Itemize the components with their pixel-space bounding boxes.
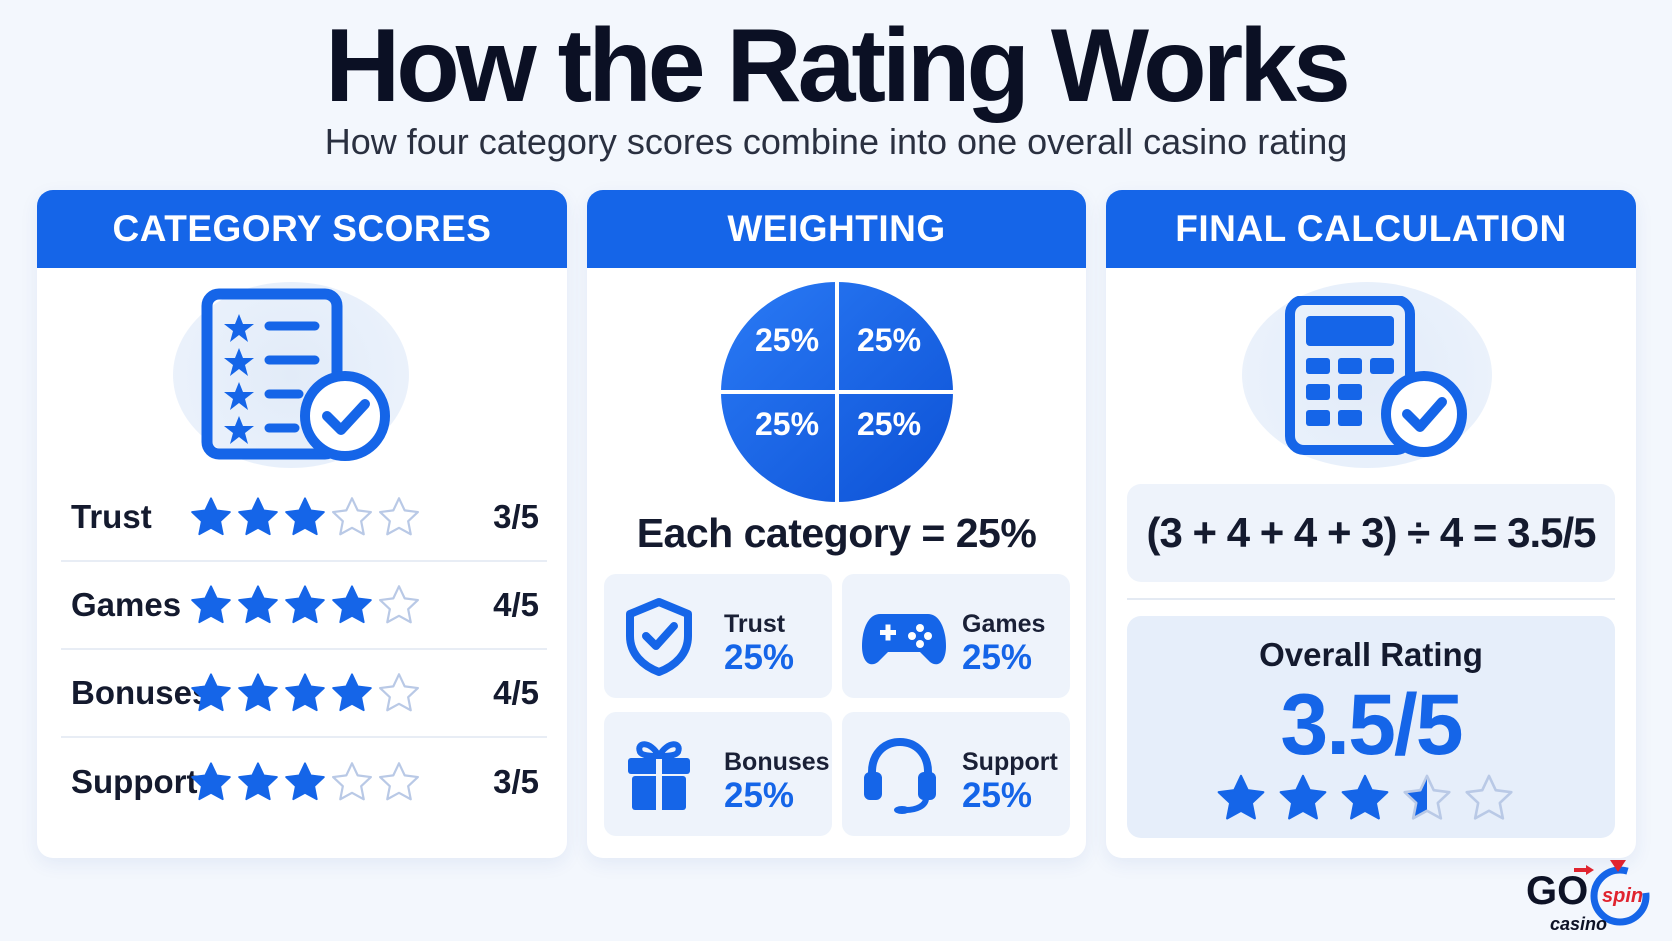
- star-empty-icon: [379, 762, 419, 801]
- weight-name: Bonuses: [724, 748, 830, 776]
- star-filled-icon: [191, 762, 231, 801]
- category-score: 4/5: [493, 674, 539, 711]
- star-filled-icon: [191, 585, 231, 624]
- weight-tile-games: Games 25%: [842, 574, 1070, 698]
- weight-name: Support: [962, 748, 1058, 776]
- star-rating: [189, 495, 439, 539]
- category-label: Trust: [71, 498, 152, 535]
- weighting-heading: WEIGHTING: [587, 190, 1086, 268]
- category-row-bonuses: Bonuses 4/5: [61, 650, 547, 738]
- weight-percent: 25%: [962, 776, 1033, 815]
- star-filled-icon: [332, 673, 372, 712]
- pie-label-tr: 25%: [857, 322, 922, 358]
- category-score: 3/5: [493, 498, 539, 535]
- weighting-panel: WEIGHTING 25% 25% 25% 25% Each category …: [587, 190, 1086, 858]
- star-filled-icon: [1217, 774, 1265, 820]
- star-empty-icon: [379, 673, 419, 712]
- weight-percent: 25%: [962, 638, 1033, 677]
- star-rating: [189, 760, 439, 804]
- gift-icon: [628, 741, 690, 812]
- category-scores-panel: CATEGORY SCORES Trust 3/5 Games 4/5 Bonu…: [37, 190, 567, 858]
- divider: [1127, 598, 1615, 600]
- pie-label-tl: 25%: [755, 322, 820, 358]
- category-score: 4/5: [493, 586, 539, 623]
- category-label: Support: [71, 763, 198, 800]
- star-empty-icon: [332, 497, 372, 536]
- star-filled-icon: [285, 497, 325, 536]
- svg-text:casino: casino: [1550, 914, 1607, 934]
- each-category-text: Each category = 25%: [636, 510, 1037, 556]
- final-calculation-panel: FINAL CALCULATION (3 + 4 + 4 + 3) ÷ 4 = …: [1106, 190, 1636, 858]
- rating-checklist-icon: [201, 288, 390, 461]
- calculator-check-icon: [1285, 296, 1467, 457]
- weight-tile-support: Support 25%: [842, 712, 1070, 836]
- overall-rating-box: Overall Rating 3.5/5: [1127, 616, 1615, 838]
- category-row-support: Support 3/5: [61, 738, 547, 826]
- star-filled-icon: [238, 497, 278, 536]
- svg-text:GO: GO: [1526, 869, 1588, 913]
- star-filled-icon: [1279, 774, 1327, 820]
- overall-rating-label: Overall Rating: [1259, 636, 1483, 673]
- star-filled-icon: [1341, 774, 1389, 820]
- pie-chart: [721, 282, 953, 502]
- star-filled-icon: [285, 762, 325, 801]
- weight-tile-bonuses: Bonuses 25%: [604, 712, 832, 836]
- star-filled-icon: [238, 673, 278, 712]
- final-calculation-heading: FINAL CALCULATION: [1106, 190, 1636, 268]
- weight-name: Games: [962, 610, 1046, 638]
- star-filled-icon: [238, 585, 278, 624]
- svg-text:spin: spin: [1602, 885, 1643, 907]
- star-rating: [189, 671, 439, 715]
- category-row-games: Games 4/5: [61, 562, 547, 650]
- headset-icon: [864, 737, 936, 814]
- category-score: 3/5: [493, 763, 539, 800]
- page-title: How the Rating Works: [325, 8, 1351, 124]
- category-row-trust: Trust 3/5: [61, 474, 547, 562]
- star-empty-icon: [332, 762, 372, 801]
- gamepad-icon: [862, 614, 946, 665]
- weighting-pie: 25% 25% 25% 25%: [719, 280, 955, 504]
- page-subtitle: How four category scores combine into on…: [324, 121, 1348, 162]
- formula: (3 + 4 + 4 + 3) ÷ 4 = 3.5/5: [1127, 484, 1615, 582]
- overall-star-rating: [1215, 772, 1515, 824]
- star-half-icon: [1403, 774, 1451, 820]
- star-empty-icon: [379, 585, 419, 624]
- shield-check-icon: [626, 598, 692, 676]
- category-scores-heading: CATEGORY SCORES: [37, 190, 567, 268]
- star-empty-icon: [379, 497, 419, 536]
- weight-tile-trust: Trust 25%: [604, 574, 832, 698]
- weight-percent: 25%: [724, 776, 795, 815]
- weight-name: Trust: [724, 610, 786, 638]
- pie-label-bl: 25%: [755, 406, 820, 442]
- star-filled-icon: [332, 585, 372, 624]
- go-spin-logo: GO spin casino: [1526, 860, 1650, 934]
- star-filled-icon: [285, 585, 325, 624]
- category-label: Games: [71, 586, 182, 623]
- pie-label-br: 25%: [857, 406, 922, 442]
- star-empty-icon: [1465, 774, 1513, 820]
- category-label: Bonuses: [71, 674, 211, 711]
- star-filled-icon: [285, 673, 325, 712]
- star-filled-icon: [238, 762, 278, 801]
- star-rating: [189, 583, 439, 627]
- overall-rating-value: 3.5/5: [1280, 677, 1463, 773]
- star-filled-icon: [191, 497, 231, 536]
- star-filled-icon: [191, 673, 231, 712]
- weight-percent: 25%: [724, 638, 795, 677]
